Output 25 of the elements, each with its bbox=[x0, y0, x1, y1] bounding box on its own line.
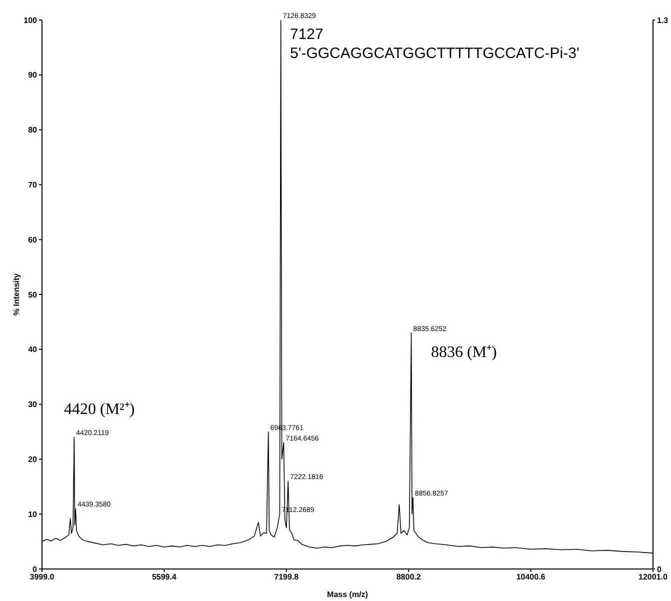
y2-tick-label: 0 bbox=[657, 564, 662, 574]
y-tick-label: 10 bbox=[28, 510, 38, 519]
x-tick-label: 3999.0 bbox=[30, 572, 55, 582]
y-tick-label: 30 bbox=[28, 400, 38, 410]
y-tick-label: 50 bbox=[28, 290, 38, 300]
x-tick-label: 12001.0 bbox=[638, 572, 668, 582]
x-axis-title: Mass (m/z) bbox=[327, 590, 368, 599]
y-tick-label: 20 bbox=[28, 455, 38, 464]
y-tick-label: 0 bbox=[32, 564, 38, 574]
y-tick-label: 60 bbox=[28, 235, 38, 244]
y-tick-label: 40 bbox=[28, 345, 38, 354]
y2-tick-label: 1.3 bbox=[657, 16, 669, 25]
y-tick-label: 100 bbox=[24, 16, 38, 25]
y-tick-label: 90 bbox=[28, 70, 38, 80]
x-tick-label: 5599.4 bbox=[152, 572, 177, 582]
y-axis-title: % Intensity bbox=[12, 272, 21, 316]
x-tick-label: 7199.8 bbox=[274, 572, 300, 582]
x-tick-label: 10400.6 bbox=[516, 572, 546, 582]
annotation: 5'-GGCAGGCATGGCTTTTTGCCATC-Pi-3' bbox=[290, 45, 580, 63]
y-tick-label: 80 bbox=[28, 126, 38, 135]
annotation: 4420 (M²⁺) bbox=[64, 401, 135, 419]
annotation: 7127 bbox=[290, 26, 324, 44]
x-tick-label: 8800.2 bbox=[396, 572, 422, 582]
annotation: 8836 (M⁺) bbox=[431, 344, 497, 362]
y-tick-label: 70 bbox=[28, 180, 38, 190]
